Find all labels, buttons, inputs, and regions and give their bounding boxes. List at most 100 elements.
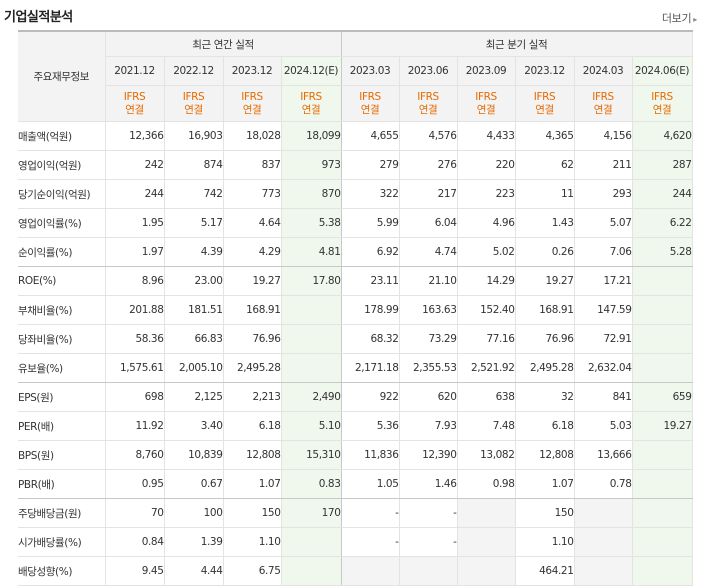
table-cell: 8.96: [105, 266, 165, 296]
table-cell: 5.07: [574, 208, 633, 238]
table-cell: 62: [515, 150, 575, 180]
item-column-header: 주요재무정보: [18, 30, 106, 122]
table-row: 부채비율(%) 201.88 181.51 168.91 178.99 163.63 152…: [18, 295, 693, 325]
standard-ifrs-label: IFRS: [592, 90, 614, 103]
table-cell: 293: [574, 179, 633, 209]
table-cell: [457, 498, 516, 528]
table-cell: 217: [399, 179, 458, 209]
table-cell: 19.27: [223, 266, 282, 296]
table-cell: 66.83: [164, 324, 224, 354]
table-cell: 150: [515, 498, 575, 528]
standard-header: IFRS 연결: [515, 85, 575, 122]
standard-ifrs-label: IFRS: [241, 90, 263, 103]
table-cell: [574, 556, 633, 586]
table-cell: 5.17: [164, 208, 224, 238]
row-label: 유보율(%): [18, 353, 106, 383]
table-cell: 0.78: [574, 469, 633, 499]
table-cell: 19.27: [515, 266, 575, 296]
table-cell: 5.03: [574, 411, 633, 441]
arrow-right-icon: ▸: [693, 15, 697, 24]
table-cell: 4.44: [164, 556, 224, 586]
table-cell: 7.48: [457, 411, 516, 441]
table-cell: 742: [164, 179, 224, 209]
table-cell: [632, 527, 693, 557]
table-row: 배당성향(%) 9.45 4.44 6.75 464.21: [18, 556, 693, 586]
standard-consolidated-label: 연결: [535, 103, 554, 116]
row-label: 부채비율(%): [18, 295, 106, 325]
table-cell: 11.92: [105, 411, 165, 441]
more-link[interactable]: 더보기 ▸: [662, 10, 697, 26]
row-label: 당좌비율(%): [18, 324, 106, 354]
table-cell: 841: [574, 382, 633, 412]
table-row: 영업이익률(%) 1.95 5.17 4.64 5.38 5.99 6.04 4.96 1.43…: [18, 208, 693, 238]
standard-consolidated-label: 연결: [360, 103, 380, 116]
table-cell: 16,903: [164, 121, 224, 151]
table-cell: 0.83: [281, 469, 342, 499]
table-cell: 68.32: [341, 324, 400, 354]
table-cell: [632, 295, 693, 325]
table-cell: 773: [223, 179, 282, 209]
table-cell: 17.80: [281, 266, 342, 296]
table-cell: [281, 295, 342, 325]
table-cell: 6.18: [515, 411, 575, 441]
table-cell: -: [399, 498, 458, 528]
table-cell: [574, 498, 633, 528]
table-cell: 70: [105, 498, 165, 528]
table-row: 당기순이익(억원) 244 742 773 870 322 217 223 11 293 244: [18, 179, 693, 209]
standard-ifrs-label: IFRS: [533, 90, 556, 103]
table-cell: 15,310: [281, 440, 342, 470]
table-cell: 1.46: [399, 469, 458, 499]
row-label: 순이익률(%): [18, 237, 106, 267]
table-cell: 23.00: [164, 266, 224, 296]
table-cell: 23.11: [341, 266, 400, 296]
table-cell: [632, 266, 693, 296]
table-cell: 276: [399, 150, 458, 180]
row-label: 매출액(억원): [18, 121, 106, 151]
table-cell: 638: [457, 382, 516, 412]
table-cell: 4,655: [341, 121, 400, 151]
standard-consolidated-label: 연결: [476, 103, 496, 116]
table-cell: 170: [281, 498, 342, 528]
table-cell: [574, 527, 633, 557]
table-cell: 244: [105, 179, 165, 209]
table-cell: 279: [341, 150, 400, 180]
table-cell: 150: [223, 498, 282, 528]
table-cell: 2,355.53: [399, 353, 458, 383]
table-cell: 5.99: [341, 208, 400, 238]
table-row: ROE(%) 8.96 23.00 19.27 17.80 23.11 21.10 14.29…: [18, 266, 693, 296]
table-cell: 72.91: [574, 324, 633, 354]
table-cell: 76.96: [515, 324, 575, 354]
table-cell: 698: [105, 382, 165, 412]
table-cell: 2,125: [164, 382, 224, 412]
table-cell: 18,099: [281, 121, 342, 151]
table-cell: 1,575.61: [105, 353, 165, 383]
table-cell: 1.07: [223, 469, 282, 499]
row-label: 시가배당률(%): [18, 527, 106, 557]
table-cell: 181.51: [164, 295, 224, 325]
table-row: PBR(배) 0.95 0.67 1.07 0.83 1.05 1.46 0.98 1.07 0.…: [18, 469, 693, 499]
table-cell: 1.39: [164, 527, 224, 557]
table-cell: 5.10: [281, 411, 342, 441]
table-cell: 2,005.10: [164, 353, 224, 383]
table-cell: 12,808: [223, 440, 282, 470]
row-label: 영업이익률(%): [18, 208, 106, 238]
table-cell: 4,365: [515, 121, 575, 151]
table-cell: 13,082: [457, 440, 516, 470]
row-label: EPS(원): [18, 382, 106, 412]
standard-ifrs-label: IFRS: [651, 90, 673, 103]
table-cell: 6.75: [223, 556, 282, 586]
table-cell: 9.45: [105, 556, 165, 586]
table-cell: 58.36: [105, 324, 165, 354]
row-label: PBR(배): [18, 469, 106, 499]
table-row: PER(배) 11.92 3.40 6.18 5.10 5.36 7.93 7.48 6.18 5…: [18, 411, 693, 441]
table-cell: 1.07: [515, 469, 575, 499]
standard-consolidated-label: 연결: [418, 103, 438, 116]
standard-header: IFRS 연결: [457, 85, 516, 122]
table-cell: 1.97: [105, 237, 165, 267]
table-cell: 874: [164, 150, 224, 180]
table-cell: 659: [632, 382, 693, 412]
financial-summary-table: 주요재무정보 최근 연간 실적 최근 분기 실적 2021.12 2022.12 2…: [18, 30, 693, 586]
row-label: 배당성향(%): [18, 556, 106, 586]
quarter-group-header: 최근 분기 실적: [341, 30, 693, 57]
table-cell: 14.29: [457, 266, 516, 296]
